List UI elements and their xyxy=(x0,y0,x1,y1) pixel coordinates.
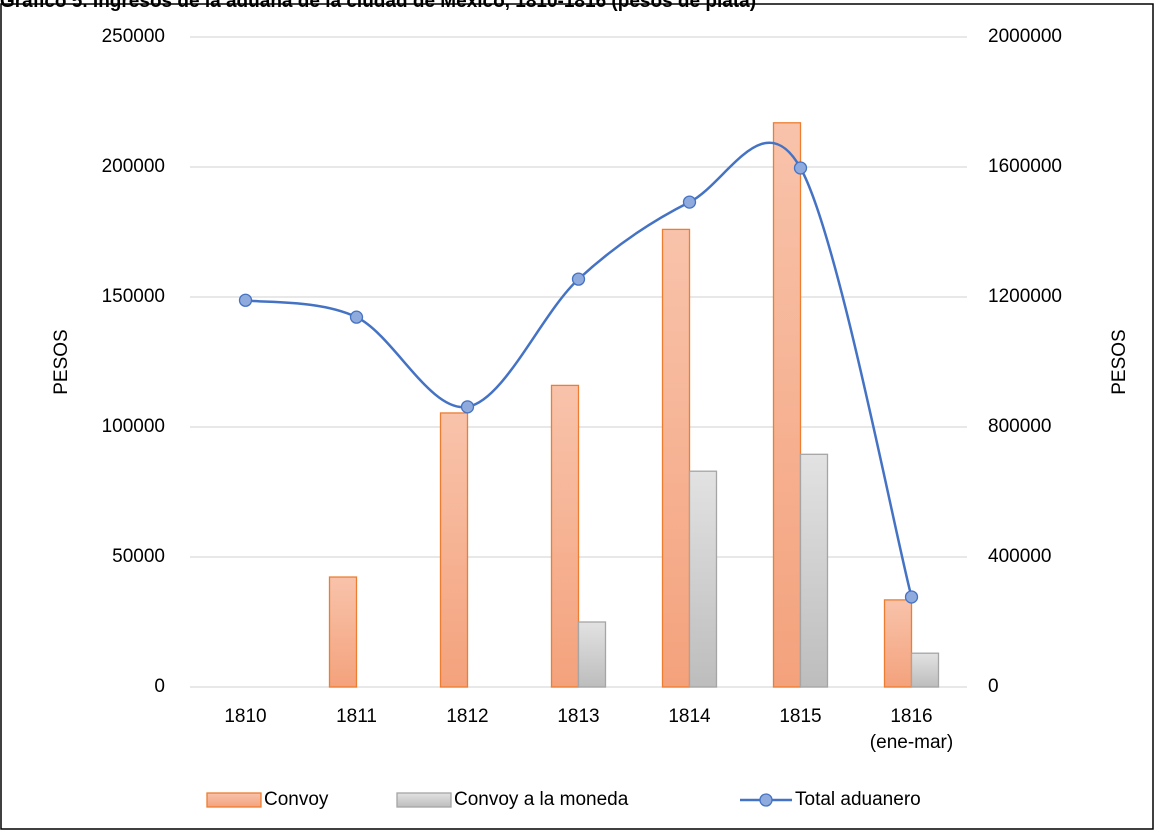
y-tick-label: 200000 xyxy=(102,156,165,177)
y2-tick-label: 1200000 xyxy=(988,286,1062,307)
x-tick-label: 1811 xyxy=(336,706,377,727)
bar xyxy=(799,453,829,688)
y-tick-label: 100000 xyxy=(102,416,165,437)
legend-label: Total aduanero xyxy=(795,789,921,810)
bar xyxy=(439,412,469,688)
x-tick-label: 1816 (ene-mar) xyxy=(870,706,953,753)
x-tick-label: 1815 xyxy=(779,706,821,727)
line-marker xyxy=(793,161,808,175)
y-tick-label: 0 xyxy=(154,676,165,697)
bar xyxy=(328,576,358,688)
y-tick-label: 50000 xyxy=(112,546,165,567)
y-tick-label: 250000 xyxy=(102,26,165,47)
line-marker xyxy=(904,590,919,604)
y2-tick-label: 2000000 xyxy=(988,26,1062,47)
line-marker xyxy=(682,195,697,209)
x-tick-label: 1813 xyxy=(557,706,599,727)
y2-tick-label: 0 xyxy=(988,676,999,697)
y2-tick-label: 1600000 xyxy=(988,156,1062,177)
line-marker xyxy=(349,310,364,324)
bar xyxy=(550,384,580,688)
legend-marker xyxy=(759,793,773,807)
y2-axis-label: PESOS xyxy=(1109,329,1130,394)
line-marker xyxy=(238,293,253,307)
line-marker xyxy=(571,272,586,286)
legend-swatch xyxy=(396,792,452,808)
y2-tick-label: 400000 xyxy=(988,546,1051,567)
legend-label: Convoy a la moneda xyxy=(454,789,629,810)
line-marker xyxy=(460,400,475,414)
bar xyxy=(661,228,691,688)
bar xyxy=(688,470,718,688)
legend-label: Convoy xyxy=(264,789,329,810)
y-axis-label: PESOS xyxy=(51,329,72,394)
y-tick-label: 150000 xyxy=(102,286,165,307)
chart-border xyxy=(0,3,1154,830)
line xyxy=(245,141,913,598)
bar xyxy=(883,599,913,688)
x-tick-label: 1812 xyxy=(446,706,488,727)
legend-swatch xyxy=(206,792,262,808)
x-tick-label: 1810 xyxy=(224,706,266,727)
y2-tick-label: 800000 xyxy=(988,416,1051,437)
x-tick-label: 1814 xyxy=(668,706,711,727)
bar xyxy=(577,621,607,688)
bar xyxy=(772,122,802,688)
bar xyxy=(910,652,940,688)
chart-title: Gráfico 5. Ingresos de la aduana de la c… xyxy=(0,0,756,12)
